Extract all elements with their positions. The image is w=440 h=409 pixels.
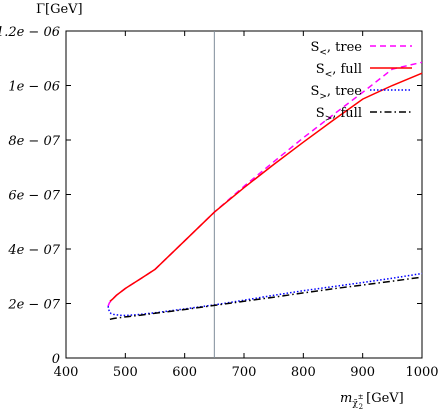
x-tick-label: 700 [232, 365, 257, 380]
x-tick-label: 1000 [405, 365, 438, 380]
x-axis: 400 500 600 700 800 900 1000 [54, 31, 439, 380]
series-layer [107, 61, 423, 321]
y-tick-label: 0 [52, 352, 60, 367]
legend-label-3: S>, tree [310, 84, 362, 102]
x-tick-label: 400 [54, 365, 79, 380]
y-tick-label: 1.2e − 06 [0, 25, 60, 40]
y-axis-label: Γ[GeV] [36, 2, 83, 17]
x-tick-label: 900 [350, 365, 375, 380]
legend-label-2: S<, full [316, 62, 362, 80]
plot-frame [65, 30, 423, 359]
legend: S<, tree S<, full S>, tree S>, full [310, 40, 412, 124]
y-tick-label: 2e − 07 [7, 298, 60, 313]
y-tick-label: 4e − 07 [7, 243, 60, 258]
series-line-3 [107, 272, 423, 317]
x-tick-label: 500 [113, 365, 138, 380]
y-tick-label: 8e − 07 [8, 134, 60, 149]
y-axis: 0 2e − 07 4e − 07 6e − 07 8e − 07 1e − 06 1.2e… [0, 25, 422, 367]
x-tick-label: 800 [291, 365, 316, 380]
legend-label-1: S<, tree [310, 40, 362, 58]
x-axis-label: mχ̃± 2[GeV] [340, 391, 404, 409]
series-line-4 [109, 276, 423, 321]
y-tick-label: 6e − 07 [8, 189, 60, 204]
legend-label-4: S>, full [316, 106, 362, 124]
x-tick-label: 600 [172, 365, 197, 380]
y-tick-label: 1e − 06 [8, 80, 60, 95]
series-line-2 [109, 72, 423, 302]
plot-area [65, 30, 423, 359]
